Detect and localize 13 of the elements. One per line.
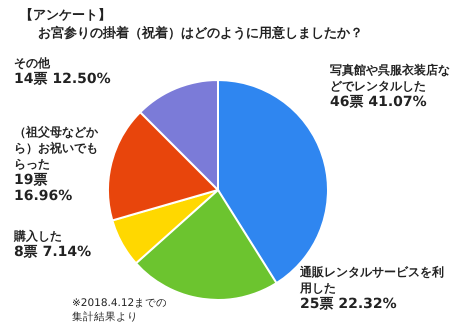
chart-subtitle: お宮参りの掛着（祝着）はどのように用意しましたか？ <box>38 24 363 42</box>
slice-label: 通販レンタルサービスを利用した <box>300 265 444 295</box>
data-label: 46票 41.07% <box>330 94 428 110</box>
slice-label: その他 <box>14 56 50 70</box>
chart-title: 【アンケート】 <box>20 7 111 24</box>
slice-label: （祖父母などから）お祝いでもらった <box>14 125 98 171</box>
slice-label: 写真館や呉服衣装店などでレンタルした <box>330 63 450 93</box>
slice-label: 購入した <box>14 229 62 243</box>
text: ※2018.4.12までの集計結果より <box>72 296 168 324</box>
data-label: 14票 12.50% <box>14 71 112 87</box>
data-label: 19票 16.96% <box>14 172 74 204</box>
data-label: 8票 7.14% <box>14 244 92 260</box>
data-label: 25票 22.32% <box>300 296 398 312</box>
